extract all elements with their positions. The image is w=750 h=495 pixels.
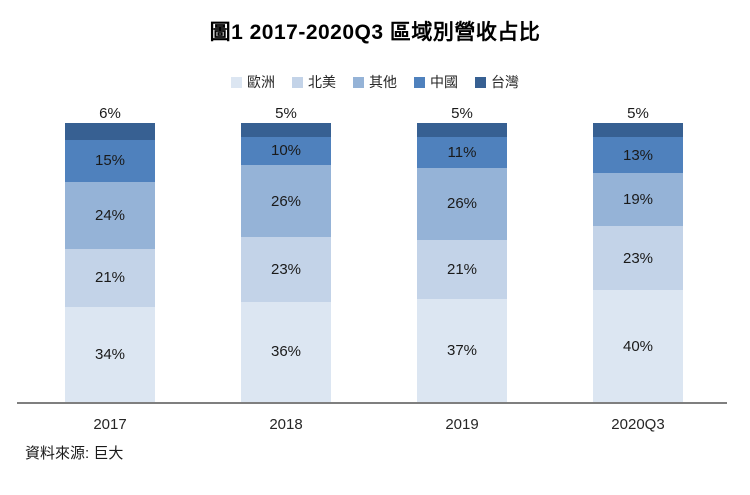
stacked-bar: 34% 21% 24% 15% xyxy=(65,123,155,402)
bar-segment-歐洲: 36% xyxy=(241,301,331,402)
data-label: 24% xyxy=(94,206,126,224)
data-label: 23% xyxy=(622,249,654,267)
legend-item-0: 歐洲 xyxy=(231,72,275,92)
stacked-bar: 36% 23% 26% 10% xyxy=(241,123,331,402)
legend-label: 台灣 xyxy=(491,74,519,90)
legend-label: 歐洲 xyxy=(247,74,275,90)
legend-label: 中國 xyxy=(430,74,458,90)
data-label: 26% xyxy=(446,195,478,213)
data-label: 21% xyxy=(94,269,126,287)
bar-segment-中國: 11% xyxy=(417,136,507,168)
legend-item-2: 其他 xyxy=(353,72,397,92)
data-label: 15% xyxy=(94,152,126,170)
data-label: 34% xyxy=(94,346,126,364)
category-label-2019: 2019 xyxy=(445,416,479,433)
data-label: 10% xyxy=(270,142,302,160)
legend-swatch-icon xyxy=(231,76,242,88)
category-label-2017: 2017 xyxy=(93,416,127,433)
legend-swatch-icon xyxy=(475,76,486,88)
legend: 歐洲 北美 其他 中國 台灣 xyxy=(0,72,750,92)
category-label-2018: 2018 xyxy=(269,416,303,433)
bar-segment-中國: 13% xyxy=(593,136,683,174)
bar-segment-台灣 xyxy=(241,123,331,137)
bar-2019: 5% 37% 21% 26% 11% xyxy=(417,104,507,402)
legend-item-4: 台灣 xyxy=(475,72,519,92)
bar-segment-其他: 19% xyxy=(593,173,683,227)
legend-swatch-icon xyxy=(353,76,364,88)
legend-swatch-icon xyxy=(414,76,425,88)
bar-segment-其他: 26% xyxy=(417,167,507,241)
bar-segment-台灣 xyxy=(593,123,683,137)
bar-2018: 5% 36% 23% 26% 10% xyxy=(241,104,331,402)
bar-segment-北美: 23% xyxy=(241,237,331,302)
bar-segment-其他: 24% xyxy=(65,181,155,249)
stacked-bar: 40% 23% 19% 13% xyxy=(593,123,683,402)
bar-segment-歐洲: 40% xyxy=(593,290,683,402)
legend-label: 其他 xyxy=(369,74,397,90)
data-label-outside: 6% xyxy=(99,105,121,122)
legend-label: 北美 xyxy=(308,74,336,90)
data-label: 40% xyxy=(622,337,654,355)
bar-segment-北美: 21% xyxy=(65,248,155,308)
bar-segment-中國: 10% xyxy=(241,136,331,165)
category-label-2020Q3: 2020Q3 xyxy=(611,416,665,433)
bar-segment-歐洲: 37% xyxy=(417,298,507,402)
bar-segment-中國: 15% xyxy=(65,139,155,182)
data-label: 26% xyxy=(270,192,302,210)
bar-2020Q3: 5% 40% 23% 19% 13% xyxy=(593,104,683,402)
legend-item-1: 北美 xyxy=(292,72,336,92)
data-label: 11% xyxy=(447,143,477,161)
data-label: 19% xyxy=(622,191,654,209)
source-note: 資料來源: 巨大 xyxy=(25,445,124,462)
x-axis-line xyxy=(17,402,727,404)
data-label-outside: 5% xyxy=(451,105,473,122)
bar-segment-歐洲: 34% xyxy=(65,307,155,402)
data-label-outside: 5% xyxy=(627,105,649,122)
bar-2017: 6% 34% 21% 24% 15% xyxy=(65,104,155,402)
bar-segment-北美: 21% xyxy=(417,240,507,299)
data-label: 21% xyxy=(446,260,478,278)
chart-title: 圖1 2017-2020Q3 區域別營收占比 xyxy=(209,21,541,44)
bar-segment-北美: 23% xyxy=(593,226,683,291)
data-label: 37% xyxy=(446,341,478,359)
data-label: 36% xyxy=(270,343,302,361)
data-label-outside: 5% xyxy=(275,105,297,122)
data-label: 13% xyxy=(622,146,654,164)
stacked-bar: 37% 21% 26% 11% xyxy=(417,123,507,402)
bar-segment-台灣 xyxy=(417,123,507,137)
bar-segment-台灣 xyxy=(65,123,155,140)
data-label: 23% xyxy=(270,260,302,278)
legend-swatch-icon xyxy=(292,76,303,88)
legend-item-3: 中國 xyxy=(414,72,458,92)
bar-segment-其他: 26% xyxy=(241,164,331,238)
